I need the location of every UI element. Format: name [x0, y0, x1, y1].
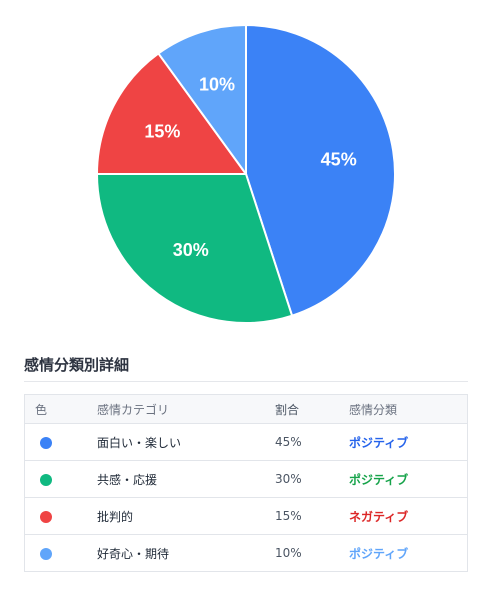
pie-chart: 45% 30% 15% 10% — [96, 24, 396, 324]
ratio-cell: 45% — [275, 423, 349, 461]
header-category: 感情カテゴリ — [97, 394, 275, 424]
pie-slice — [157, 24, 247, 175]
pie-chart-svg: 45% 30% 15% 10% — [96, 24, 396, 324]
sentiment-cell: ポジティブ — [349, 546, 409, 561]
color-dot — [40, 510, 52, 523]
pie-slice — [96, 52, 247, 175]
category-cell: 共感・応援 — [97, 460, 275, 498]
slice-label: 15% — [144, 121, 180, 141]
table-header-row: 色 感情カテゴリ 割合 感情分類 — [24, 394, 468, 424]
ratio-cell: 15% — [275, 497, 349, 535]
category-cell: 好奇心・期待 — [97, 546, 170, 561]
pie-slice — [96, 173, 294, 324]
table-row: 共感・応援 30% ポジティブ — [24, 460, 468, 498]
ratio-cell: 30% — [275, 460, 349, 498]
slice-label: 30% — [173, 240, 209, 260]
color-dot — [40, 473, 52, 486]
sentiment-cell: ポジティブ — [349, 423, 468, 461]
table-row: 批判的 15% ネガティブ — [24, 497, 468, 535]
section-divider — [24, 381, 468, 382]
category-cell: 批判的 — [97, 497, 275, 535]
table-row: 好奇心・期待 10% ポジティブ — [25, 535, 468, 572]
slice-label: 10% — [199, 75, 235, 95]
ratio-cell: 10% — [275, 546, 302, 560]
slice-label: 45% — [321, 149, 357, 169]
table-row: 面白い・楽しい 45% ポジティブ — [24, 423, 468, 461]
sentiment-cell: ポジティブ — [349, 460, 468, 498]
header-color: 色 — [24, 394, 97, 424]
pie-slice — [245, 24, 396, 317]
detail-table: 色 感情カテゴリ 割合 感情分類 面白い・楽しい 45% ポジティブ 共感・応援… — [24, 394, 468, 572]
section-title: 感情分類別詳細 — [24, 356, 130, 374]
header-ratio: 割合 — [275, 394, 349, 424]
category-cell: 面白い・楽しい — [97, 423, 275, 461]
color-dot — [40, 547, 52, 560]
sentiment-cell: ネガティブ — [349, 497, 468, 535]
header-sentiment: 感情分類 — [349, 394, 468, 424]
color-dot — [40, 436, 52, 449]
